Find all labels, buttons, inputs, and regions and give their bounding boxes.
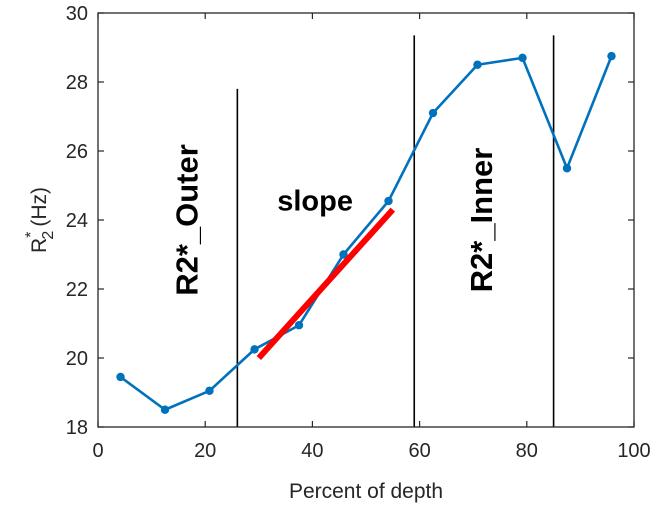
annotation-r2-inner: R2*_Inner — [464, 148, 499, 293]
plot-area-background — [98, 13, 634, 427]
data-point-12 — [607, 51, 616, 61]
data-point-11 — [562, 164, 572, 173]
y-axis-title-superscript: * — [23, 232, 40, 238]
data-point-5 — [294, 321, 304, 330]
x-tick-label-80: 80 — [516, 440, 538, 462]
y-tick-label-28: 28 — [66, 72, 88, 94]
x-tick-label-100: 100 — [617, 440, 650, 462]
y-tick-label-24: 24 — [66, 210, 88, 232]
slope-fit-line — [256, 207, 396, 361]
y-axis-title-subscript: 2 — [40, 231, 57, 240]
data-point-7 — [384, 196, 393, 206]
series-line-1 — [119, 55, 613, 412]
x-tick-label-60: 60 — [408, 440, 430, 462]
y-axis-title-unit: (Hz) — [28, 187, 51, 227]
data-point-6 — [339, 250, 348, 259]
data-point-2 — [160, 405, 170, 414]
data-point-4 — [250, 345, 259, 354]
x-tick-label-0: 0 — [92, 440, 103, 462]
x-tick-label-20: 20 — [194, 440, 216, 462]
annotation-r2-outer: R2*_Outer — [169, 144, 204, 296]
annotation-slope: slope — [277, 185, 353, 217]
x-tick-label-40: 40 — [301, 440, 323, 462]
y-axis-title-text: R*2 (Hz) — [23, 187, 57, 253]
y-axis-title-main: R — [28, 238, 51, 253]
x-axis-title: Percent of depth — [289, 480, 443, 503]
y-tick-label-30: 30 — [66, 3, 88, 25]
y-axis-title: R*2 (Hz) — [23, 187, 57, 253]
y-tick-label-26: 26 — [66, 141, 88, 163]
y-tick-label-18: 18 — [66, 417, 88, 439]
y-tick-label-22: 22 — [66, 279, 88, 301]
data-point-10 — [518, 53, 527, 63]
data-point-3 — [205, 386, 214, 395]
y-tick-label-20: 20 — [66, 348, 88, 370]
data-point-9 — [473, 60, 482, 69]
data-point-8 — [428, 108, 438, 118]
data-point-1 — [116, 372, 125, 382]
